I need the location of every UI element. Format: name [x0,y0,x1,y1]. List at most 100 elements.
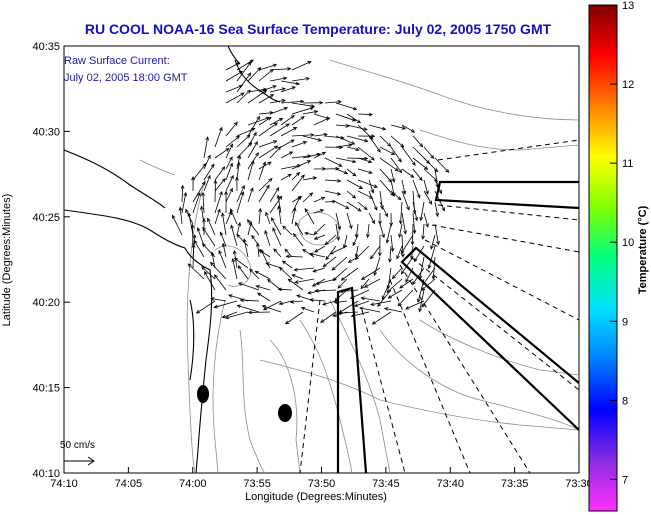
current-vector-head [285,123,290,128]
current-vector-head [221,242,226,248]
current-vector-head [337,178,342,183]
current-vector [324,157,342,167]
current-vector [335,124,349,127]
current-vector [278,206,282,225]
current-vector-head [367,159,373,164]
current-vector [269,187,280,203]
current-vector-head [381,295,386,300]
current-vector-head [421,235,425,240]
current-vector [398,223,403,238]
current-vector-head [431,275,436,280]
current-vector [423,146,434,159]
current-vector [293,233,304,247]
current-vector-head [302,141,308,145]
current-vector-head [353,303,359,307]
current-vector-head [207,217,211,222]
current-vector [332,267,348,281]
current-vector [334,289,348,302]
current-vector-head [351,141,356,145]
current-vector-head [300,116,305,120]
current-vector-head [311,282,317,287]
current-vector-head [229,162,233,167]
current-vector-head [247,61,252,66]
y-axis-label: Latitude (Degrees:Minutes) [1,194,13,327]
current-vector-head [178,206,183,211]
current-vector [335,102,357,110]
current-vector [291,141,307,148]
current-vector [202,227,216,247]
current-vector-head [210,297,215,301]
current-vector [258,85,277,93]
current-vector [401,146,416,166]
current-vector-head [272,85,277,89]
current-vector [335,135,355,145]
current-vector-head [418,176,423,182]
current-vector-head [355,147,360,152]
current-vector-head [264,229,268,235]
current-vector-head [340,276,345,281]
current-vector-head [319,100,324,105]
x-tick-label: 73:45 [372,478,400,490]
current-vector [286,255,304,258]
current-vector-head [265,184,270,189]
current-vector [390,168,395,183]
current-vector [324,179,341,182]
current-vector [397,289,414,306]
radar-beams [299,139,579,473]
current-vector-head [276,194,281,199]
current-vector-head [235,176,239,181]
current-vector [225,92,245,104]
current-vector [258,145,278,159]
current-vector [258,140,277,148]
current-vector-head [387,142,392,148]
current-vector-head [325,117,331,121]
current-vector-head [272,227,276,232]
current-vector-head [283,106,289,111]
current-vector-head [345,123,350,128]
current-vector [357,190,373,199]
current-vector [257,292,271,302]
current-vector [357,146,375,161]
current-vector [377,289,392,307]
current-vector-head [255,152,259,157]
current-vector [247,160,254,181]
current-vector-head [230,174,234,180]
current-vector [392,267,403,279]
current-vector [202,192,205,214]
current-vector [346,135,368,142]
current-vector-head [273,122,278,127]
current-vector [412,157,428,170]
current-vector [271,217,282,236]
current-vector [335,144,352,148]
current-vector-head [357,207,362,212]
current-vector [258,185,270,203]
station-marker [278,404,292,422]
current-vector-head [396,255,400,260]
current-vector [401,212,407,234]
current-vector [247,88,267,93]
current-vector-head [416,298,421,303]
current-vector-head [240,92,245,97]
current-vector [230,225,238,247]
current-vector [364,278,381,288]
current-vector-head [381,233,385,239]
current-vector-head [199,205,204,210]
y-tick-label: 40:30 [32,126,60,138]
current-vector-head [220,212,225,217]
current-vector [280,86,296,93]
current-vector-head [236,304,241,309]
current-vector [312,278,326,287]
current-vector-head [229,187,233,193]
current-vector [302,135,322,141]
current-vector-head [172,214,176,219]
y-tick-label: 40:35 [32,41,60,53]
current-vectors [172,59,450,325]
x-axis-ticks: 74:10 74:05 74:00 73:55 73:50 73:45 73:40 73:35… [50,467,593,490]
x-axis-label: Longitude (Degrees:Minutes) [245,491,387,503]
current-vector-head [273,145,279,150]
current-vector [279,300,293,305]
current-vector-head [202,217,206,222]
current-vector [273,248,282,258]
current-vector-head [237,265,242,270]
current-vector-head [307,290,312,295]
